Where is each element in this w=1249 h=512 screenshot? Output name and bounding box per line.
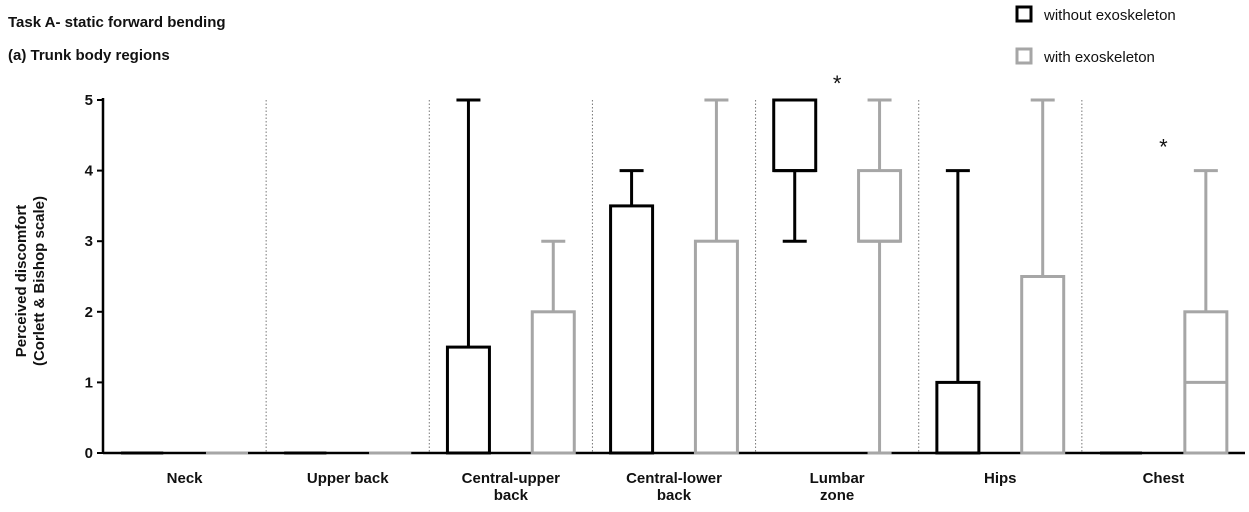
y-tick-label: 2: [85, 304, 93, 321]
legend-swatch-with: [1015, 47, 1033, 65]
y-axis-title: Perceived discomfort (Corlett & Bishop s…: [13, 196, 48, 366]
x-category-label: Central-upper: [462, 470, 561, 487]
legend-label-without: without exoskeleton: [1043, 7, 1176, 24]
legend: without exoskeleton with exoskeleton: [1015, 5, 1176, 66]
y-tick-label: 0: [85, 445, 93, 462]
box: [609, 204, 655, 455]
significance-marker: *: [833, 71, 842, 96]
significance-marker: *: [1159, 134, 1168, 159]
chart-title: Task A- static forward bending: [8, 14, 226, 31]
x-category-label: Neck: [167, 470, 204, 487]
box: [530, 310, 576, 455]
box: [1020, 275, 1066, 455]
y-tick-label: 3: [85, 233, 93, 250]
x-category-label: Chest: [1143, 470, 1185, 487]
y-axis-title-line-2: (Corlett & Bishop scale): [31, 196, 48, 366]
box: [772, 98, 818, 173]
x-category-label: Upper back: [307, 470, 389, 487]
x-category-label: Lumbar: [810, 470, 865, 487]
x-category-label: Hips: [984, 470, 1017, 487]
x-category-label: Central-lower: [626, 470, 722, 487]
y-tick-label: 1: [85, 374, 93, 391]
box: [693, 239, 739, 455]
legend-label-with: with exoskeleton: [1043, 49, 1155, 66]
legend-swatch-without: [1015, 5, 1033, 23]
x-category-label: back: [657, 487, 692, 504]
y-tick-label: 4: [85, 163, 94, 180]
chart-subtitle: (a) Trunk body regions: [8, 47, 170, 64]
y-tick-label: 5: [85, 92, 93, 109]
box: [935, 380, 981, 455]
box: [445, 345, 491, 455]
x-category-label: back: [494, 487, 529, 504]
box: [857, 169, 903, 243]
x-category-label: zone: [820, 487, 854, 504]
y-axis-title-line-1: Perceived discomfort: [13, 205, 30, 358]
